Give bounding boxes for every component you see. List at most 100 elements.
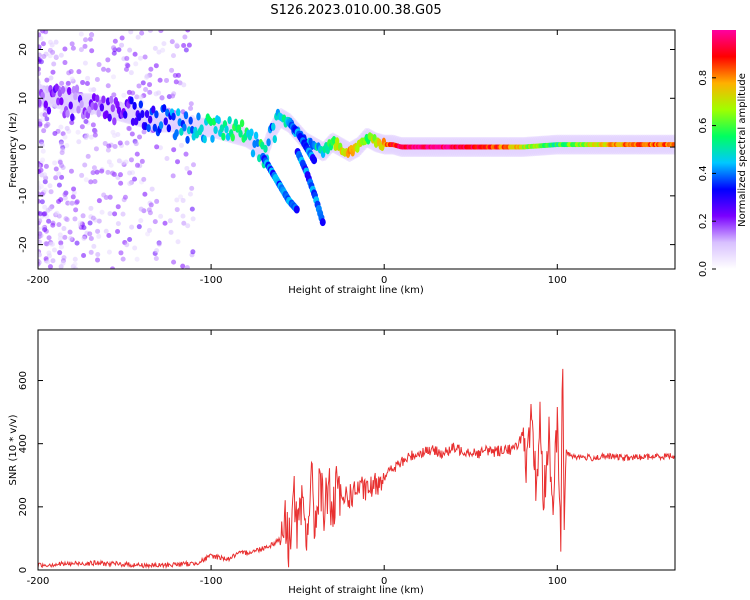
y-tick-label: 200 [18, 497, 29, 516]
spectrogram-ridge-cell [65, 109, 70, 118]
spectrogram-noise-cell [57, 232, 63, 238]
spectrogram-noise-cell [88, 205, 94, 211]
spectrogram-noise-cell [188, 105, 194, 111]
spectrogram-noise-cell [102, 141, 108, 147]
spectrogram-ridge-cell [40, 91, 45, 100]
spectrogram-noise-cell [105, 57, 111, 63]
spectrogram-ridge-cell [46, 106, 52, 115]
spectrogram-noise-cell [87, 231, 93, 237]
spectrogram-noise-cell [99, 168, 105, 174]
spectrogram-x-ticks: -200 -100 0 100 [27, 30, 567, 286]
spectrogram-noise-cell [88, 134, 94, 140]
spectrogram-ridge-cell [230, 133, 235, 142]
spectrogram-ridge-cell [213, 126, 218, 135]
spectrogram-noise-cell [88, 249, 94, 255]
spectrogram-noise-cell [187, 191, 193, 197]
spectrogram-noise-cell [69, 41, 75, 47]
spectrogram-noise-cell [83, 37, 89, 43]
spectrogram-noise-cell [42, 227, 48, 233]
spectrogram-noise-cell [123, 66, 129, 72]
spectrogram-noise-cell [170, 53, 176, 59]
spectrogram-noise-cell [96, 233, 102, 239]
spectrogram-noise-cell [111, 74, 117, 80]
spectrogram-noise-cell [46, 253, 52, 259]
spectrogram-noise-cell [71, 190, 77, 196]
spectrogram-noise-cell [90, 170, 96, 176]
spectrogram-noise-cell [137, 134, 143, 140]
spectrogram-noise-cell [53, 54, 59, 60]
spectrogram-noise-cell [41, 128, 47, 134]
x-tick-label: -100 [200, 275, 223, 286]
spectrogram-noise-cell [82, 162, 88, 168]
spectrogram-noise-cell [146, 207, 152, 213]
spectrogram-noise-cell [164, 156, 170, 162]
spectrogram-noise-cell [138, 206, 144, 212]
spectrogram-ridge-cell [253, 131, 259, 140]
spectrogram-noise-cell [142, 191, 148, 197]
spectrogram-noise-cell [124, 140, 130, 146]
spectrogram-noise-cell [183, 47, 189, 53]
spectrogram-noise-cell [110, 266, 116, 269]
spectrogram-noise-cell [120, 256, 126, 262]
spectrogram-noise-cell [49, 42, 55, 48]
spectrogram-noise-cell [124, 242, 130, 248]
spectrogram-ridge-cell [154, 110, 159, 119]
spectrogram-noise-cell [152, 219, 158, 225]
spectrogram-noise-cell [116, 158, 122, 164]
spectrogram-noise-cell [174, 42, 180, 48]
spectrogram-noise-cell [38, 167, 44, 173]
spectrogram-noise-cell [96, 218, 102, 224]
spectrogram-noise-cell [171, 147, 177, 153]
spectrogram-ridge-cell [112, 117, 117, 126]
spectrogram-noise-cell [78, 47, 84, 53]
spectrogram-noise-cell [178, 142, 184, 148]
spectrogram-noise-cell [88, 179, 94, 185]
spectrogram-ridge-cell [196, 112, 201, 121]
spectrogram-ridge-cell [216, 116, 221, 125]
colorbar-tick-label: 0.4 [698, 165, 709, 181]
spectrogram-ridge-cell [250, 149, 256, 158]
spectrogram-noise-cell [136, 224, 142, 230]
spectrogram-noise-cell [91, 165, 97, 171]
spectrogram-noise-cell [82, 60, 88, 66]
spectrogram-noise-cell [128, 70, 134, 76]
spectrogram-noise-cell [53, 166, 59, 172]
spectrogram-noise-cell [112, 143, 118, 149]
spectrogram-noise-cell [72, 256, 78, 262]
spectrogram-ridge-cell [79, 100, 84, 109]
spectrogram-noise-cell [76, 69, 82, 75]
spectrogram-plot-area [38, 30, 675, 269]
spectrogram-noise-cell [46, 235, 52, 241]
spectrogram-noise-cell [38, 120, 41, 126]
spectrogram-noise-cell [180, 263, 186, 269]
spectrogram-ridge-cell [239, 119, 245, 128]
y-tick-label: -20 [18, 236, 29, 252]
spectrogram-noise-cell [95, 257, 101, 263]
spectrogram-noise-cell [168, 229, 174, 235]
spectrogram-noise-cell [170, 93, 176, 99]
spectrogram-ridge-cell [99, 103, 105, 112]
spectrogram-ridge-cell [96, 109, 101, 118]
spectrogram-ridge-cell [199, 124, 204, 133]
spectrogram-noise-cell [138, 94, 144, 100]
spectrogram-noise-cell [141, 129, 147, 135]
spectrogram-noise-cell [153, 91, 159, 97]
spectrogram-noise-cell [62, 134, 68, 140]
spectrogram-noise-cell [52, 160, 58, 166]
spectrogram-ridge-cell [144, 110, 150, 119]
spectrogram-ridge-cell [151, 105, 156, 114]
spectrogram-noise-cell [117, 172, 123, 178]
spectrogram-noise-cell [181, 82, 187, 88]
spectrogram-noise-cell [106, 143, 112, 149]
y-tick-label: 400 [18, 434, 29, 453]
spectrogram-noise-cell [38, 226, 41, 232]
spectrogram-noise-cell [81, 225, 87, 231]
spectrogram-ridge-cell [263, 144, 268, 153]
spectrogram-noise-cell [105, 67, 111, 73]
spectrogram-noise-cell [56, 222, 62, 228]
y-tick-label: 600 [18, 371, 29, 390]
spectrogram-noise-cell [111, 92, 117, 98]
spectrogram-noise-cell [38, 43, 41, 49]
spectrogram-ridge-cell [38, 78, 41, 87]
